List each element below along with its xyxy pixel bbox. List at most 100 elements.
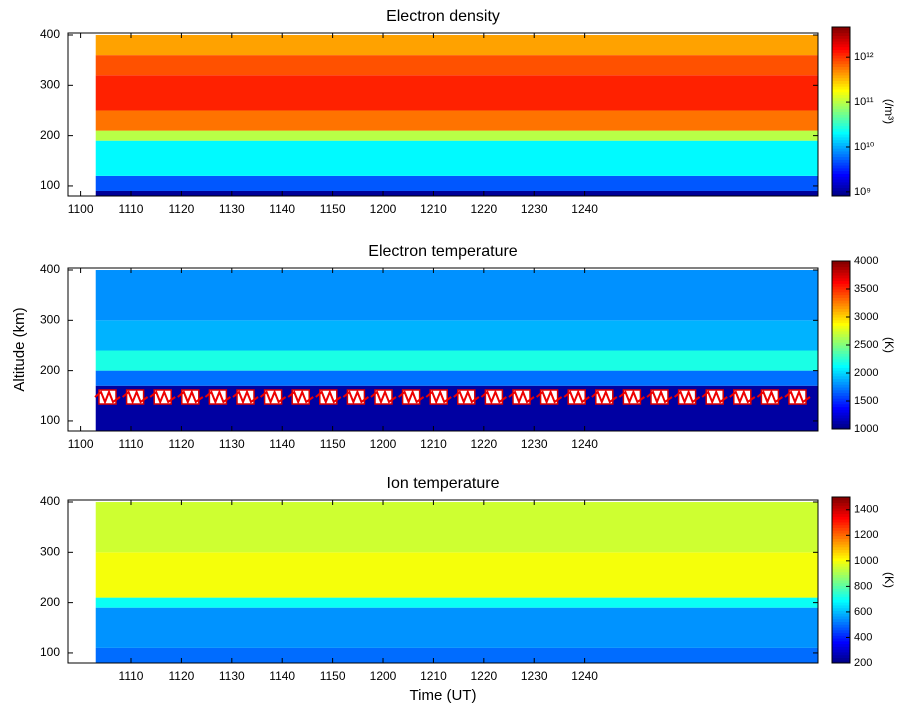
colorbar-swatch (832, 370, 850, 374)
colorbar-swatch (832, 392, 850, 396)
colorbar-swatch (832, 510, 850, 515)
y-tick-label: 100 (40, 645, 60, 659)
heatmap-band (95, 110, 818, 131)
plot-frame (67, 32, 819, 197)
y-tick-label: 400 (40, 494, 60, 508)
colorbar-swatch (832, 97, 850, 101)
x-tick-label: 1230 (521, 202, 548, 216)
beam-zigzag (618, 389, 645, 405)
colorbar-swatch (832, 557, 850, 562)
plot-frame (67, 267, 819, 432)
y-tick-label: 300 (40, 77, 60, 91)
beam-zigzag (287, 389, 314, 405)
beam-markers (94, 389, 811, 405)
heatmap-band (95, 75, 818, 111)
colorbar-swatch (832, 286, 850, 290)
colorbar-swatch (832, 544, 850, 548)
colorbar-swatch (832, 521, 850, 526)
heatmap-band (95, 55, 818, 76)
colorbar-label: (/m³) (882, 99, 896, 124)
x-tick-label: 1100 (68, 202, 94, 216)
colorbar-swatch (832, 131, 850, 135)
colorbar-tick-label: 2000 (854, 367, 878, 379)
colorbar-swatch (832, 342, 850, 346)
colorbar-tick-label: 10¹¹ (854, 96, 874, 108)
heatmap-band (95, 175, 818, 191)
colorbar-swatch (832, 538, 850, 542)
colorbar-label: (K) (882, 337, 896, 353)
x-tick-label: 1220 (470, 202, 497, 216)
colorbar-swatch (832, 629, 850, 634)
colorbar-swatch (832, 373, 850, 377)
colorbar-swatch (832, 49, 850, 53)
colorbar-swatch (832, 588, 850, 592)
colorbar-swatch (832, 406, 850, 410)
y-tick-label: 200 (40, 363, 60, 377)
colorbar-swatch (832, 136, 850, 141)
colorbar-swatch (832, 367, 850, 371)
colorbar-tick-label: 10¹⁰ (854, 141, 875, 153)
x-tick-label: 1100 (68, 437, 94, 451)
colorbar-swatch (832, 280, 850, 284)
colorbar-swatch (832, 29, 850, 34)
colorbar-swatch (832, 272, 850, 276)
colorbar-swatch (832, 347, 850, 352)
beam-zigzag (259, 389, 287, 405)
colorbar-swatch (832, 300, 850, 304)
colorbar-swatch (832, 660, 850, 664)
colorbar-swatch (832, 283, 850, 287)
colorbar-tick-label: 10⁹ (854, 186, 871, 198)
colorbar-swatch (832, 86, 850, 90)
beam-zigzag (149, 389, 176, 405)
heatmap-band (95, 320, 818, 351)
colorbar-swatch (832, 654, 850, 658)
colorbar-swatch (832, 585, 850, 589)
x-tick-label: 1230 (521, 669, 548, 683)
colorbar-swatch (832, 651, 850, 656)
beam-zigzag (756, 389, 783, 405)
x-tick-label: 1240 (571, 669, 598, 683)
colorbar-tick-label: 1000 (854, 423, 878, 435)
heatmap-band (95, 140, 818, 176)
colorbar-swatch (832, 291, 850, 296)
colorbar-tick-label: 10¹² (854, 51, 874, 63)
colorbar-swatch (832, 80, 850, 84)
y-tick-label: 300 (40, 312, 60, 326)
x-tick-label: 1150 (320, 437, 346, 451)
colorbar-swatch (832, 277, 850, 282)
x-tick-label: 1130 (219, 437, 245, 451)
colorbar-swatch (832, 415, 850, 419)
colorbar-swatch (832, 303, 850, 307)
heatmap-band (95, 35, 818, 56)
colorbar-tick-label: 800 (854, 580, 872, 592)
colorbar-swatch (832, 125, 850, 129)
colorbar-swatch (832, 66, 850, 70)
colorbar-swatch (832, 580, 850, 584)
colorbar-swatch (832, 314, 850, 318)
colorbar-swatch (832, 356, 850, 360)
colorbar-swatch (832, 317, 850, 321)
colorbar-swatch (832, 409, 850, 413)
beam-zigzag (646, 389, 673, 405)
colorbar-swatch (832, 610, 850, 614)
colorbar-swatch (832, 176, 850, 180)
colorbar-tick-label: 200 (854, 657, 872, 669)
colorbar-swatch (832, 638, 850, 642)
beam-zigzag (591, 389, 618, 405)
colorbar-swatch (832, 535, 850, 539)
x-tick-label: 1240 (571, 437, 598, 451)
colorbar-swatch (832, 423, 850, 427)
colorbar-swatch (832, 640, 850, 645)
colorbar-swatch (832, 417, 850, 422)
beam-zigzag (673, 389, 701, 405)
colorbar-swatch (832, 387, 850, 391)
colorbar-swatch (832, 403, 850, 408)
colorbar-swatch (832, 607, 850, 611)
colorbar-swatch (832, 505, 850, 509)
colorbar-tick-label: 3000 (854, 311, 878, 323)
colorbar-swatch (832, 275, 850, 279)
colorbar-tick-label: 1000 (854, 555, 878, 567)
colorbar-swatch (832, 593, 850, 598)
colorbar-swatch (832, 269, 850, 273)
colorbar-swatch (832, 497, 850, 501)
